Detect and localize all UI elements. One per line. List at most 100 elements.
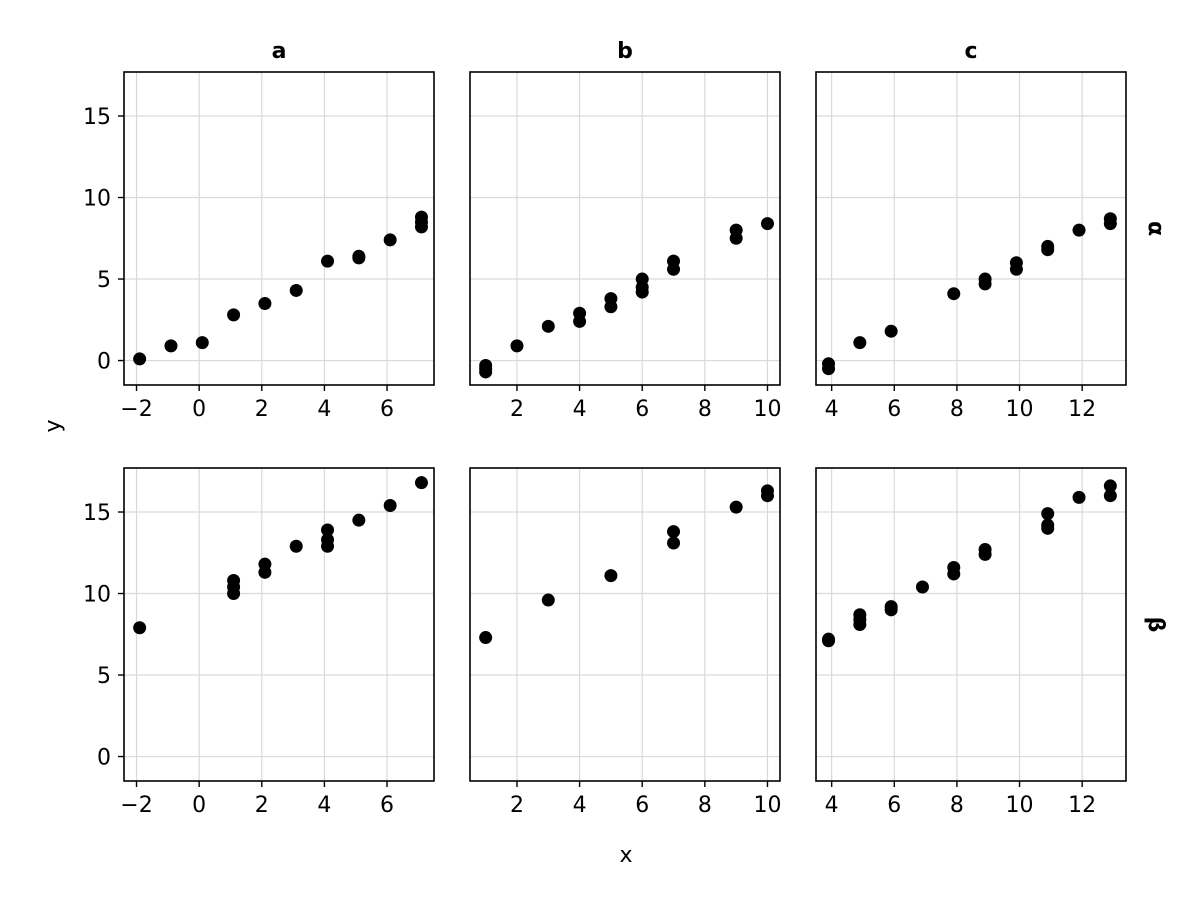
data-point — [321, 523, 335, 537]
data-point — [1072, 223, 1086, 237]
y-tick-label: 0 — [97, 350, 111, 375]
data-point — [667, 536, 681, 550]
data-point — [227, 573, 241, 587]
panel-frame — [123, 71, 435, 386]
data-point — [1041, 507, 1055, 521]
data-point — [667, 254, 681, 268]
y-tick-label: 15 — [83, 501, 111, 526]
y-axis-label: y — [41, 419, 66, 432]
x-tick-label: 6 — [887, 397, 901, 422]
data-point — [1041, 239, 1055, 253]
row-label-α: α — [1143, 221, 1168, 236]
data-point — [321, 533, 335, 547]
data-point — [729, 223, 743, 237]
data-point — [227, 308, 241, 322]
data-point — [352, 513, 366, 527]
data-point — [667, 525, 681, 539]
data-point — [352, 249, 366, 263]
panel-α-b: 2 4 6 8 10 b — [469, 39, 781, 422]
data-point — [1072, 490, 1086, 504]
data-point — [853, 608, 867, 622]
panel-β-c: 4 6 8 10 12 β — [815, 467, 1168, 818]
data-point — [1009, 256, 1023, 270]
data-point — [604, 569, 618, 583]
column-title-a: a — [272, 39, 287, 64]
x-tick-label: −2 — [120, 397, 152, 422]
y-tick-label: 0 — [97, 746, 111, 771]
y-tick-label: 15 — [83, 105, 111, 130]
data-point — [258, 557, 272, 571]
data-point — [884, 600, 898, 614]
data-point — [289, 283, 303, 297]
y-tick-label: 10 — [83, 187, 111, 212]
panel-frame — [469, 467, 781, 782]
x-tick-label: 6 — [380, 793, 394, 818]
data-point — [133, 352, 147, 366]
data-point — [729, 500, 743, 514]
x-tick-label: 4 — [573, 793, 587, 818]
x-tick-label: −2 — [120, 793, 152, 818]
data-point — [479, 631, 493, 645]
data-point — [635, 272, 649, 286]
data-point — [760, 217, 774, 231]
x-tick-label: 2 — [510, 793, 524, 818]
data-point — [383, 498, 397, 512]
data-point — [822, 362, 836, 376]
x-tick-label: 10 — [753, 793, 781, 818]
panel-frame — [123, 467, 435, 782]
data-point — [1103, 489, 1117, 503]
x-tick-label: 4 — [825, 397, 839, 422]
data-point — [195, 336, 209, 350]
x-tick-label: 0 — [192, 793, 206, 818]
data-point — [510, 339, 524, 353]
x-tick-label: 4 — [573, 397, 587, 422]
x-tick-label: 2 — [255, 397, 269, 422]
x-tick-label: 4 — [317, 793, 331, 818]
data-point — [289, 539, 303, 553]
x-tick-label: 10 — [1006, 397, 1034, 422]
y-tick-label: 10 — [83, 583, 111, 608]
panel-frame — [815, 467, 1127, 782]
x-tick-label: 6 — [635, 793, 649, 818]
x-tick-label: 6 — [635, 397, 649, 422]
y-tick-label: 5 — [97, 268, 111, 293]
data-point — [383, 233, 397, 247]
data-point — [133, 621, 147, 635]
x-tick-label: 12 — [1068, 397, 1096, 422]
data-point — [164, 339, 178, 353]
panel-β-b: 2 4 6 8 10 — [469, 467, 781, 818]
panel-α-a: −2 0 2 4 6 0 5 10 15 a — [83, 39, 435, 422]
x-tick-label: 8 — [698, 793, 712, 818]
column-title-c: c — [964, 39, 977, 64]
x-tick-label: 4 — [825, 793, 839, 818]
panel-frame — [469, 71, 781, 386]
data-point — [414, 476, 428, 490]
y-tick-label: 5 — [97, 664, 111, 689]
data-point — [321, 254, 335, 268]
x-tick-label: 12 — [1068, 793, 1096, 818]
x-tick-label: 4 — [317, 397, 331, 422]
data-point — [1041, 518, 1055, 532]
data-point — [947, 560, 961, 574]
row-label-β: β — [1143, 617, 1168, 633]
x-tick-label: 8 — [698, 397, 712, 422]
data-point — [853, 336, 867, 350]
x-tick-label: 8 — [950, 397, 964, 422]
x-axis-label: x — [619, 843, 632, 868]
data-point — [541, 319, 555, 333]
data-point — [258, 296, 272, 310]
x-tick-label: 6 — [887, 793, 901, 818]
x-tick-label: 0 — [192, 397, 206, 422]
x-tick-label: 6 — [380, 397, 394, 422]
panel-frame — [815, 71, 1127, 386]
x-tick-label: 10 — [753, 397, 781, 422]
panel-β-a: −2 0 2 4 6 0 5 10 15 — [83, 467, 435, 818]
panel-α-c: 4 6 8 10 12 c α — [815, 39, 1168, 422]
data-point — [1103, 212, 1117, 226]
x-tick-label: 2 — [510, 397, 524, 422]
data-point — [978, 272, 992, 286]
data-point — [822, 632, 836, 646]
data-point — [604, 292, 618, 306]
